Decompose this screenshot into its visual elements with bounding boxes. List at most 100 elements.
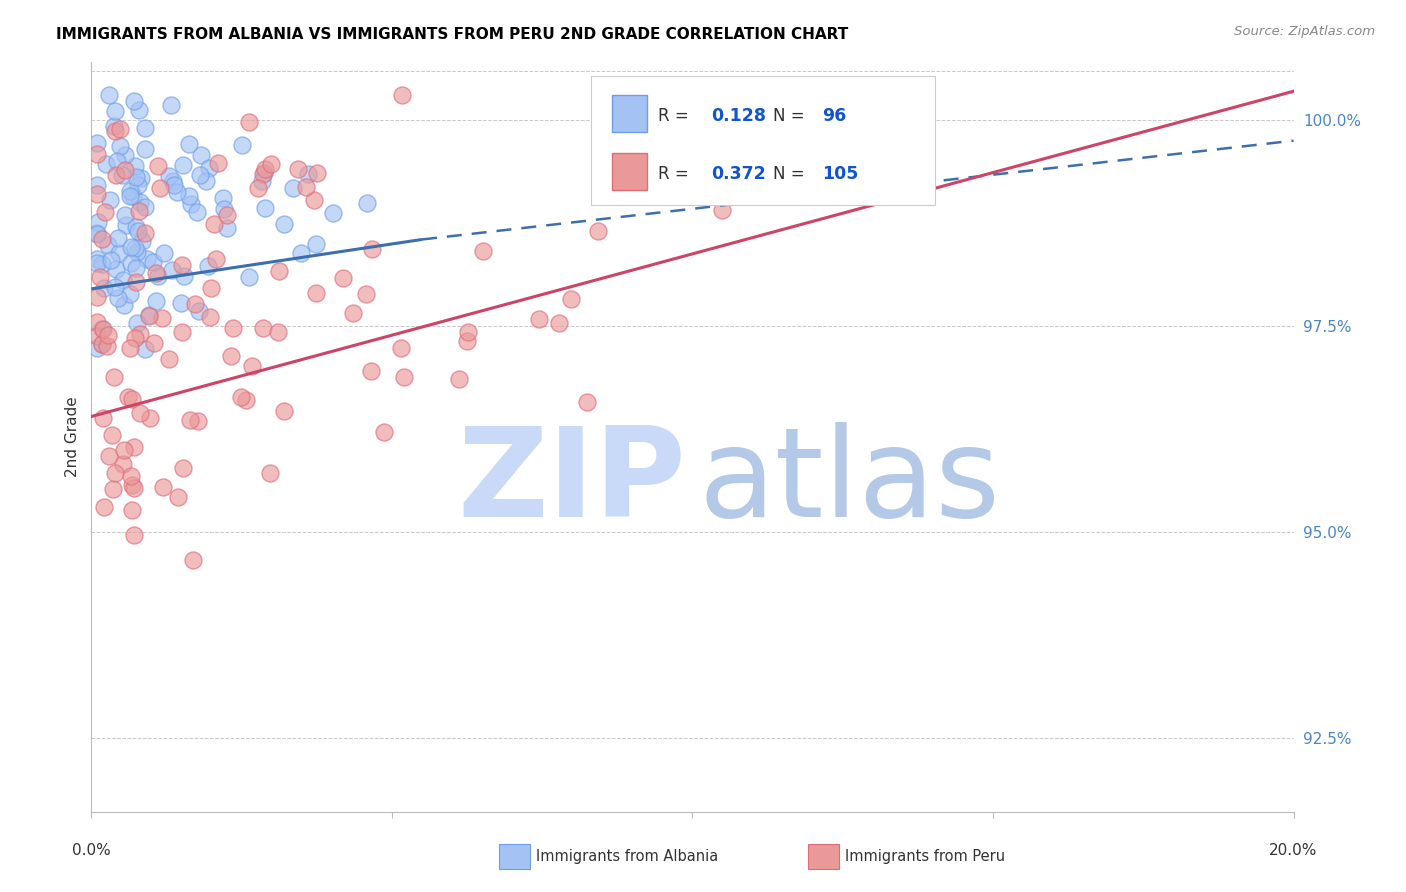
Point [125, 169, 148, 184]
Point [172, 460, 194, 475]
Text: Immigrants from Peru: Immigrants from Peru [845, 849, 1005, 863]
Point [103, 370, 125, 384]
Point [90, 257, 112, 271]
Text: 105: 105 [823, 165, 859, 183]
Point [177, 189, 200, 203]
Point [107, 230, 129, 244]
Point [86, 255, 108, 269]
Point [107, 291, 129, 305]
Point [128, 204, 150, 219]
Point [146, 268, 169, 283]
Point [91, 232, 114, 246]
Point [114, 148, 136, 162]
Point [124, 159, 146, 173]
Point [200, 281, 222, 295]
Point [86, 341, 108, 355]
Point [173, 268, 195, 283]
Point [179, 413, 201, 427]
Point [361, 243, 384, 257]
Text: R =: R = [658, 165, 695, 183]
Point [576, 395, 599, 409]
Point [305, 285, 328, 300]
Text: R =: R = [658, 107, 695, 126]
Point [447, 372, 470, 386]
Point [86, 227, 108, 241]
Point [290, 246, 312, 260]
Point [120, 256, 142, 270]
Point [134, 142, 156, 156]
Point [157, 169, 180, 184]
Point [105, 154, 128, 169]
Text: Source: ZipAtlas.com: Source: ZipAtlas.com [1234, 25, 1375, 38]
Point [283, 180, 305, 194]
Point [181, 553, 204, 567]
Point [122, 94, 145, 108]
Point [457, 325, 479, 339]
Point [121, 503, 143, 517]
Point [295, 180, 318, 194]
Point [710, 203, 733, 218]
Point [527, 311, 550, 326]
Point [356, 195, 378, 210]
Point [104, 280, 127, 294]
Point [118, 341, 141, 355]
Text: atlas: atlas [699, 422, 1001, 542]
Point [253, 166, 276, 180]
Point [162, 174, 184, 188]
Point [162, 263, 184, 277]
Point [297, 167, 319, 181]
Point [127, 224, 149, 238]
Point [125, 245, 148, 260]
Point [118, 189, 141, 203]
Point [187, 304, 209, 318]
Point [198, 161, 221, 175]
Point [122, 528, 145, 542]
Point [456, 334, 478, 348]
Point [127, 178, 149, 193]
Point [86, 290, 108, 304]
Point [87, 215, 110, 229]
Point [212, 202, 235, 216]
Point [136, 252, 159, 267]
Text: 0.128: 0.128 [711, 107, 766, 126]
Point [252, 174, 274, 188]
Text: IMMIGRANTS FROM ALBANIA VS IMMIGRANTS FROM PERU 2ND GRADE CORRELATION CHART: IMMIGRANTS FROM ALBANIA VS IMMIGRANTS FR… [56, 27, 848, 42]
Point [205, 252, 228, 267]
Point [112, 298, 135, 312]
Point [207, 156, 229, 170]
Point [219, 349, 242, 363]
Point [273, 217, 295, 231]
Point [211, 191, 233, 205]
Point [373, 425, 395, 439]
Text: Immigrants from Albania: Immigrants from Albania [536, 849, 718, 863]
Point [86, 147, 108, 161]
Point [118, 286, 141, 301]
Point [159, 351, 181, 366]
Y-axis label: 2nd Grade: 2nd Grade [65, 397, 80, 477]
Point [97, 88, 120, 103]
Point [322, 205, 344, 219]
Point [115, 218, 138, 232]
Point [97, 328, 120, 343]
Point [620, 143, 643, 157]
Point [86, 226, 108, 240]
Point [125, 260, 148, 275]
Point [103, 467, 125, 481]
Point [90, 337, 112, 351]
Point [593, 88, 616, 103]
Point [246, 181, 269, 195]
Point [105, 168, 128, 182]
Point [172, 258, 194, 272]
Text: 20.0%: 20.0% [1270, 843, 1317, 858]
Point [217, 221, 239, 235]
Point [86, 328, 108, 343]
Point [180, 197, 202, 211]
Point [267, 325, 290, 339]
Point [177, 136, 200, 151]
Point [103, 482, 125, 496]
Point [93, 280, 115, 294]
Point [98, 194, 121, 208]
Point [253, 201, 276, 215]
Point [129, 406, 152, 420]
Point [259, 466, 281, 480]
